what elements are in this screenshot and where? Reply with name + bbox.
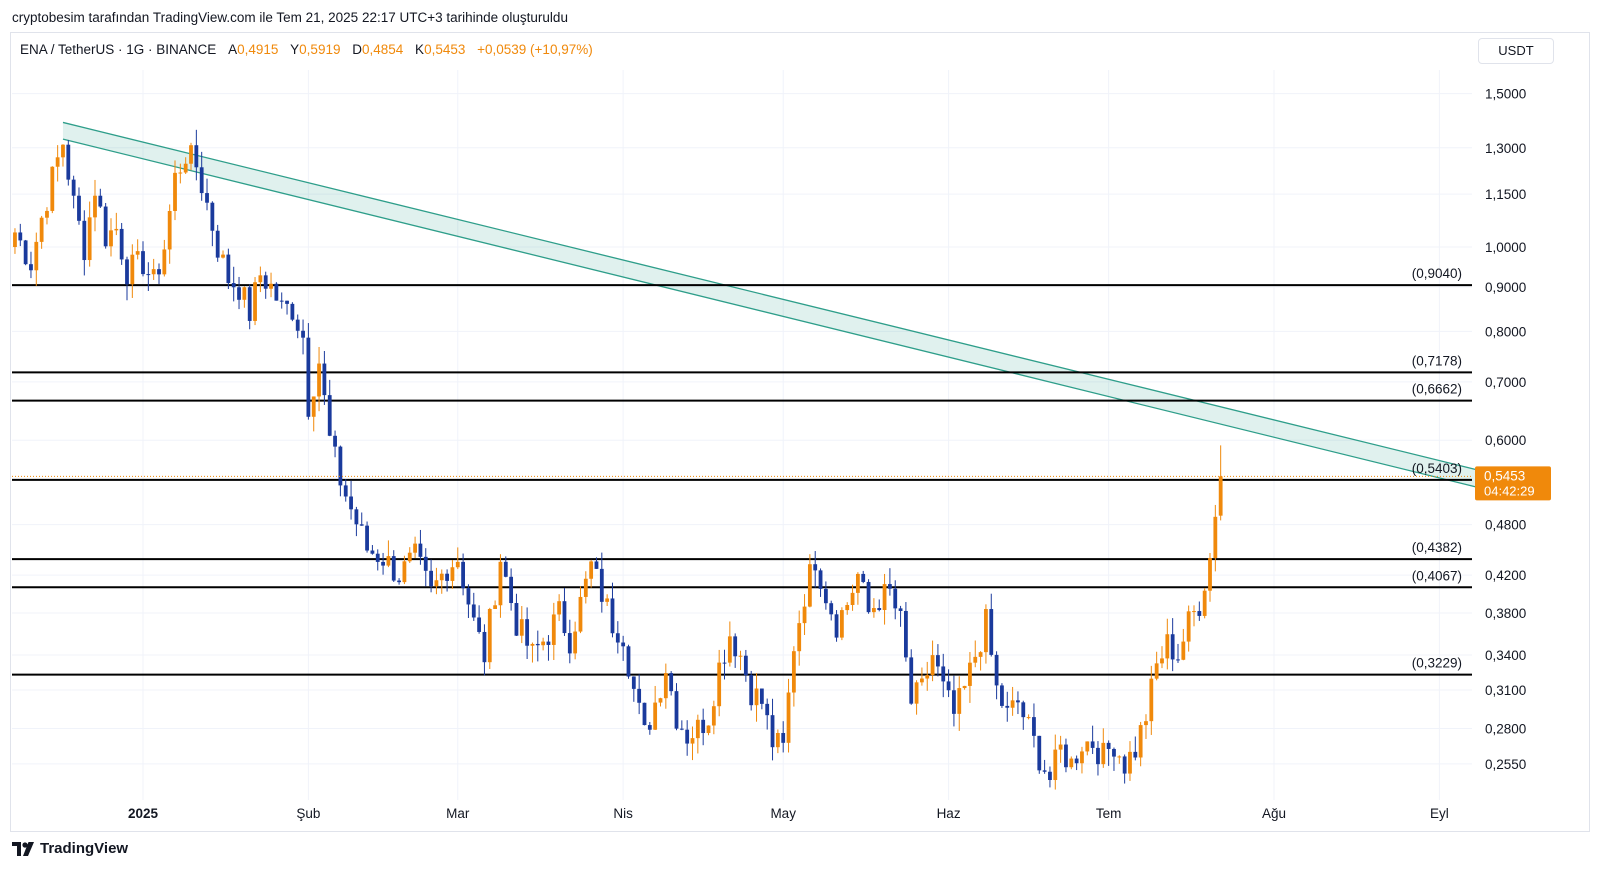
- open-value: 0,4915: [237, 42, 279, 57]
- symbol-name: ENA / TetherUS · 1G · BINANCE: [20, 42, 217, 57]
- open-label: A: [228, 42, 238, 57]
- low-value: 0,4854: [361, 42, 404, 57]
- chart-caption: cryptobesim tarafından TradingView.com i…: [12, 10, 568, 25]
- brand-name: TradingView: [40, 840, 129, 857]
- change-value: +0,0539 (+10,97%): [477, 42, 593, 57]
- chart-frame: [10, 32, 1590, 832]
- high-value: 0,5919: [299, 42, 341, 57]
- tradingview-logo-icon: [12, 841, 34, 856]
- brand-logo: TradingView: [12, 840, 128, 857]
- close-value: 0,5453: [424, 42, 466, 57]
- close-label: K: [415, 42, 425, 57]
- currency-button[interactable]: USDT: [1478, 38, 1554, 64]
- symbol-legend: ENA / TetherUS · 1G · BINANCE A0,4915 Y0…: [20, 42, 593, 57]
- low-label: D: [352, 42, 362, 57]
- high-label: Y: [290, 42, 300, 57]
